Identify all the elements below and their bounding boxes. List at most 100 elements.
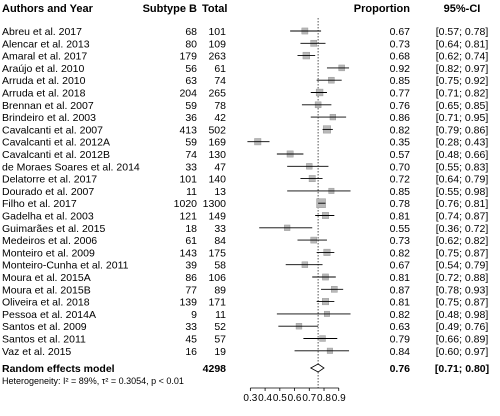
study-events: 77	[185, 284, 197, 296]
study-row: Oliveira et al. 2018 139 171 0.81 [0.75; 0.8…	[2, 297, 488, 309]
study-events: 33	[185, 161, 197, 173]
study-label: Oliveira et al. 2018	[2, 297, 90, 309]
study-proportion: 0.55	[390, 223, 411, 235]
study-proportion: 0.63	[390, 321, 411, 333]
study-row: Filho et al. 2017 1020 1300 0.78 [0.76; 0.81…	[2, 198, 488, 210]
study-total: 171	[208, 297, 226, 309]
study-label: Moura et al. 2015B	[2, 284, 91, 296]
study-events: 36	[185, 112, 197, 124]
heterogeneity-text: Heterogeneity: I² = 89%, τ² = 0.3054, p …	[2, 376, 184, 386]
study-total: 1300	[203, 198, 227, 210]
summary-proportion: 0.76	[390, 363, 411, 375]
study-proportion: 0.81	[390, 297, 411, 309]
study-rows: Abreu et al. 2017 68 101 0.67 [0.57; 0.78] Al…	[2, 26, 488, 358]
study-row: Monteiro-Cunha et al. 2011 39 58 0.67 [0.54;…	[2, 260, 488, 272]
summary-diamond	[309, 363, 325, 373]
study-row: Cavalcanti et al. 2012A 59 169 0.35 [0.28; 0…	[2, 137, 488, 149]
study-proportion: 0.76	[390, 100, 411, 112]
study-total: 263	[208, 51, 226, 63]
study-ci: [0.75; 0.87]	[436, 247, 489, 259]
study-ci: [0.76; 0.81]	[436, 198, 489, 210]
study-label: Alencar et al. 2013	[2, 38, 90, 50]
study-total: 101	[208, 26, 226, 38]
summary-total: 4298	[203, 363, 227, 375]
study-ci: [0.49; 0.76]	[436, 321, 489, 333]
study-ci: [0.64; 0.81]	[436, 38, 489, 50]
study-events: 59	[185, 100, 197, 112]
study-ci: [0.28; 0.43]	[436, 137, 489, 149]
study-proportion: 0.85	[390, 186, 411, 198]
study-ci: [0.65; 0.85]	[436, 100, 489, 112]
study-ci: [0.64; 0.79]	[436, 174, 489, 186]
study-total: 89	[214, 284, 226, 296]
study-ci: [0.36; 0.72]	[436, 223, 489, 235]
study-row: Arruda et al. 2010 63 74 0.85 [0.75; 0.92]	[2, 75, 488, 87]
study-total: 19	[214, 346, 226, 358]
study-row: Cavalcanti et al. 2007 413 502 0.82 [0.79; 0…	[2, 124, 488, 136]
study-label: Cavalcanti et al. 2007	[2, 124, 103, 136]
study-proportion: 0.67	[390, 26, 411, 38]
study-proportion: 0.86	[390, 112, 411, 124]
study-ci: [0.57; 0.78]	[436, 26, 489, 38]
study-total: 175	[208, 247, 226, 259]
x-axis-tick-label: 0.4	[258, 393, 272, 404]
study-total: 11	[215, 309, 226, 321]
study-total: 169	[208, 137, 226, 149]
study-total: 33	[214, 223, 226, 235]
study-label: Araújo et al. 2010	[2, 63, 84, 75]
study-row: Brennan et al. 2007 59 78 0.76 [0.65; 0.85]	[2, 100, 488, 112]
study-ci: [0.74; 0.87]	[436, 211, 489, 223]
study-events: 59	[185, 137, 197, 149]
study-proportion: 0.81	[390, 272, 411, 284]
study-label: Medeiros et al. 2006	[2, 235, 97, 247]
study-ci: [0.82; 0.97]	[436, 63, 489, 75]
study-total: 57	[214, 334, 226, 346]
study-label: Gadelha et al. 2003	[2, 211, 94, 223]
study-events: 33	[185, 321, 197, 333]
study-total: 140	[208, 174, 226, 186]
study-total: 106	[208, 272, 226, 284]
study-ci: [0.54; 0.79]	[436, 260, 489, 272]
study-events: 413	[179, 124, 197, 136]
study-total: 84	[214, 235, 226, 247]
study-label: Amaral et al. 2017	[2, 51, 87, 63]
header-study: Authors and Year	[2, 3, 94, 15]
study-label: Arruda et al. 2018	[2, 88, 86, 100]
study-events: 204	[179, 88, 197, 100]
study-ci: [0.60; 0.97]	[436, 346, 489, 358]
study-label: de Moraes Soares et al. 2014	[2, 161, 140, 173]
study-row: Vaz et al. 2015 16 19 0.84 [0.60; 0.97]	[2, 346, 488, 358]
study-events: 68	[185, 26, 197, 38]
study-proportion: 0.82	[390, 124, 411, 136]
study-events: 143	[179, 247, 197, 259]
study-events: 1020	[174, 198, 198, 210]
study-row: Santos et al. 2009 33 52 0.63 [0.49; 0.76]	[2, 321, 488, 333]
study-events: 101	[179, 174, 197, 186]
study-proportion: 0.82	[390, 247, 411, 259]
header-proportion: Proportion	[354, 3, 410, 15]
x-axis-tick-label: 0.8	[317, 393, 331, 404]
x-axis-tick-label: 0.5	[273, 393, 287, 404]
study-total: 13	[214, 186, 226, 198]
study-row: Pessoa et al. 2014A 9 11 0.82 [0.48; 0.98]	[2, 309, 488, 321]
header-row: Authors and Year Subtype B Total Proport…	[2, 3, 480, 15]
study-proportion: 0.73	[390, 235, 411, 247]
study-total: 265	[208, 88, 226, 100]
study-label: Monteiro-Cunha et al. 2011	[2, 260, 129, 272]
study-events: 61	[185, 235, 197, 247]
study-events: 86	[185, 272, 197, 284]
study-label: Vaz et al. 2015	[2, 346, 71, 358]
study-events: 179	[179, 51, 197, 63]
study-ci: [0.55; 0.83]	[436, 161, 489, 173]
study-total: 74	[214, 75, 226, 87]
study-proportion: 0.87	[390, 284, 411, 296]
study-label: Abreu et al. 2017	[2, 26, 82, 38]
study-ci: [0.71; 0.95]	[436, 112, 489, 124]
study-ci: [0.79; 0.86]	[436, 124, 489, 136]
study-row: Gadelha et al. 2003 121 149 0.81 [0.74; 0.87…	[2, 211, 488, 223]
study-events: 45	[185, 334, 197, 346]
study-label: Santos et al. 2009	[2, 321, 87, 333]
study-row: Moura et al. 2015A 86 106 0.81 [0.72; 0.88]	[2, 272, 488, 284]
study-ci: [0.48; 0.66]	[436, 149, 489, 161]
